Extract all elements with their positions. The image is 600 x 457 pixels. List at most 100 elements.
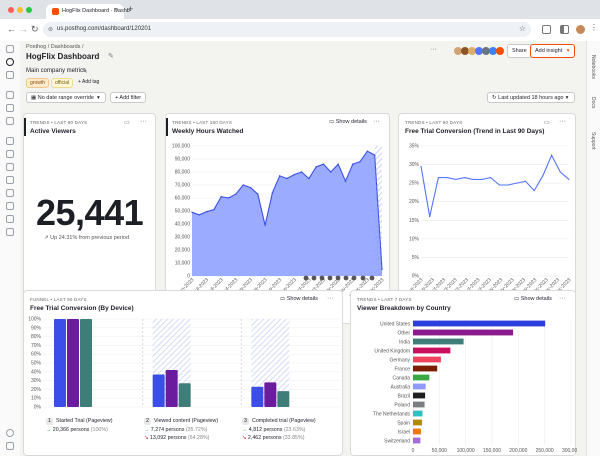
more-options-icon[interactable]: ··· bbox=[559, 295, 566, 302]
show-details-button[interactable]: ▭ Show details bbox=[329, 119, 367, 125]
y-category-label: United States bbox=[380, 321, 411, 327]
tag-official[interactable]: official bbox=[51, 78, 74, 88]
step-count: 2,462 persons bbox=[247, 435, 283, 441]
close-tab-icon[interactable]: × bbox=[113, 7, 118, 14]
y-tick-label: 15% bbox=[409, 218, 420, 224]
more-options-icon[interactable]: ··· bbox=[327, 295, 334, 302]
maximize-window-button[interactable] bbox=[26, 7, 32, 13]
add-filter-button[interactable]: + Add filter bbox=[110, 92, 147, 103]
cohorts-icon[interactable] bbox=[6, 117, 14, 125]
comment-icon[interactable]: ▭ bbox=[124, 120, 130, 126]
close-window-button[interactable] bbox=[8, 7, 14, 13]
sidebar-toggle-icon[interactable] bbox=[560, 25, 569, 34]
chevron-down-icon[interactable]: ▾ bbox=[566, 48, 570, 54]
data-point bbox=[429, 215, 431, 218]
new-tab-icon[interactable]: + bbox=[128, 4, 134, 14]
step-count-row: → 4,812 persons (23.63%) bbox=[242, 426, 338, 435]
date-range-select[interactable]: ▦ No date range override ▾ bbox=[26, 92, 106, 103]
dropoff-arrow-icon: ↘ bbox=[242, 435, 248, 441]
forward-icon[interactable]: → bbox=[19, 24, 28, 34]
data-point bbox=[568, 178, 570, 181]
y-tick-label: 5% bbox=[412, 255, 420, 261]
step-count-row: ↘ 2,462 persons (33.85%) bbox=[242, 434, 338, 443]
data-point bbox=[359, 160, 361, 163]
big-number: 25,441 bbox=[36, 192, 144, 233]
trend-change-text: Up 24.31% from previous period bbox=[50, 235, 130, 241]
extension-icon[interactable] bbox=[542, 25, 551, 34]
show-details-button[interactable]: ▭ Show details bbox=[514, 296, 552, 302]
data-point bbox=[446, 176, 448, 179]
y-category-label: Brazil bbox=[397, 393, 410, 399]
trend-up-icon: ↗ bbox=[44, 235, 51, 241]
step-count: 13,092 persons bbox=[149, 435, 188, 441]
people-icon[interactable] bbox=[6, 104, 14, 112]
settings-icon[interactable] bbox=[6, 442, 14, 450]
edit-title-icon[interactable]: ✎ bbox=[108, 53, 114, 60]
edit-description-icon[interactable]: ✎ bbox=[82, 68, 88, 75]
data-point bbox=[249, 186, 252, 189]
docs-tab[interactable]: Docs bbox=[590, 97, 596, 109]
browser-menu-icon[interactable]: ⋮ bbox=[590, 23, 598, 32]
home-icon[interactable] bbox=[6, 45, 14, 53]
minimize-window-button[interactable] bbox=[17, 7, 23, 13]
refresh-button[interactable]: ↻ Last updated 18 hours ago ▾ bbox=[487, 92, 575, 103]
web-analytics-icon[interactable] bbox=[6, 150, 14, 158]
experiments-icon[interactable] bbox=[6, 189, 14, 197]
add-tag-button[interactable]: + Add tag bbox=[78, 79, 100, 85]
card-weekly-hours[interactable]: TRENDS • LAST 180 DAYS Weekly Hours Watc… bbox=[165, 113, 390, 324]
site-info-icon[interactable]: ⊜ bbox=[48, 27, 54, 33]
notebooks-tab[interactable]: Notebooks bbox=[590, 55, 596, 79]
product-analytics-icon[interactable] bbox=[6, 137, 14, 145]
share-button[interactable]: Share bbox=[507, 44, 532, 58]
y-category-label: The Netherlands bbox=[373, 411, 410, 417]
data-point bbox=[300, 171, 303, 173]
session-replay-icon[interactable] bbox=[6, 163, 14, 171]
tag-growth[interactable]: growth bbox=[26, 78, 50, 88]
y-tick-label: 0% bbox=[34, 405, 42, 411]
details-icon: ▭ bbox=[280, 296, 287, 302]
more-options-icon[interactable]: ··· bbox=[373, 118, 380, 125]
card-tag: TRENDS • LAST 90 DAYS bbox=[30, 120, 88, 125]
more-options-icon[interactable]: ··· bbox=[140, 118, 147, 125]
data-point bbox=[271, 192, 274, 194]
country-bar bbox=[413, 410, 423, 417]
page-title: HogFlix Dashboard bbox=[26, 52, 100, 61]
profile-avatar[interactable] bbox=[576, 25, 585, 34]
data-point bbox=[550, 154, 553, 156]
more-options-icon[interactable]: ··· bbox=[430, 46, 437, 53]
address-bar[interactable]: ⊜ us.posthog.com/dashboard/120201 ☆ bbox=[43, 22, 531, 37]
browser-tab-bar: HogFlix Dashboard · Dashb × + bbox=[0, 0, 600, 19]
more-options-icon[interactable]: ··· bbox=[559, 118, 566, 125]
back-icon[interactable]: ← bbox=[7, 24, 16, 34]
data-pipeline-icon[interactable] bbox=[6, 228, 14, 236]
show-details-button[interactable]: ▭ Show details bbox=[280, 296, 318, 302]
avatar bbox=[496, 47, 504, 55]
funnel-bar bbox=[178, 383, 191, 407]
x-tick-label: 250,000 bbox=[536, 448, 554, 454]
country-bar bbox=[413, 401, 425, 408]
data-point bbox=[344, 180, 347, 182]
browser-tab[interactable]: HogFlix Dashboard · Dashb × bbox=[46, 4, 130, 19]
card-viewer-country[interactable]: TRENDS • LAST 7 DAYS Viewer Breakdown by… bbox=[350, 290, 577, 456]
tab-title: HogFlix Dashboard · Dashb bbox=[62, 8, 130, 14]
funnel-bar bbox=[152, 374, 165, 407]
breadcrumb[interactable]: Posthog / Dashboards / bbox=[26, 44, 84, 50]
support-tab[interactable]: Support bbox=[590, 132, 596, 150]
search-icon[interactable] bbox=[6, 429, 14, 437]
y-category-label: Israel bbox=[398, 429, 410, 435]
comment-icon[interactable]: ▭ bbox=[544, 120, 550, 126]
dashboard-description[interactable]: Main company metrics bbox=[26, 68, 87, 74]
card-free-trial-device[interactable]: FUNNEL • LAST 90 DAYS Free Trial Convers… bbox=[23, 290, 343, 456]
data-management-icon[interactable] bbox=[6, 91, 14, 99]
surveys-icon[interactable] bbox=[6, 202, 14, 210]
card-active-viewers[interactable]: TRENDS • LAST 90 DAYS Active Viewers ▭ ·… bbox=[23, 113, 156, 324]
early-access-icon[interactable] bbox=[6, 215, 14, 223]
feature-flags-icon[interactable] bbox=[6, 176, 14, 184]
reload-icon[interactable]: ↻ bbox=[31, 24, 39, 34]
card-title: Viewer Breakdown by Country bbox=[357, 305, 451, 312]
dashboard-icon[interactable] bbox=[6, 58, 14, 66]
notebook-icon[interactable] bbox=[6, 71, 14, 79]
funnel-bar bbox=[165, 370, 178, 407]
add-insight-button[interactable]: Add insight ▾ bbox=[530, 44, 575, 58]
bookmark-star-icon[interactable]: ☆ bbox=[518, 24, 526, 33]
